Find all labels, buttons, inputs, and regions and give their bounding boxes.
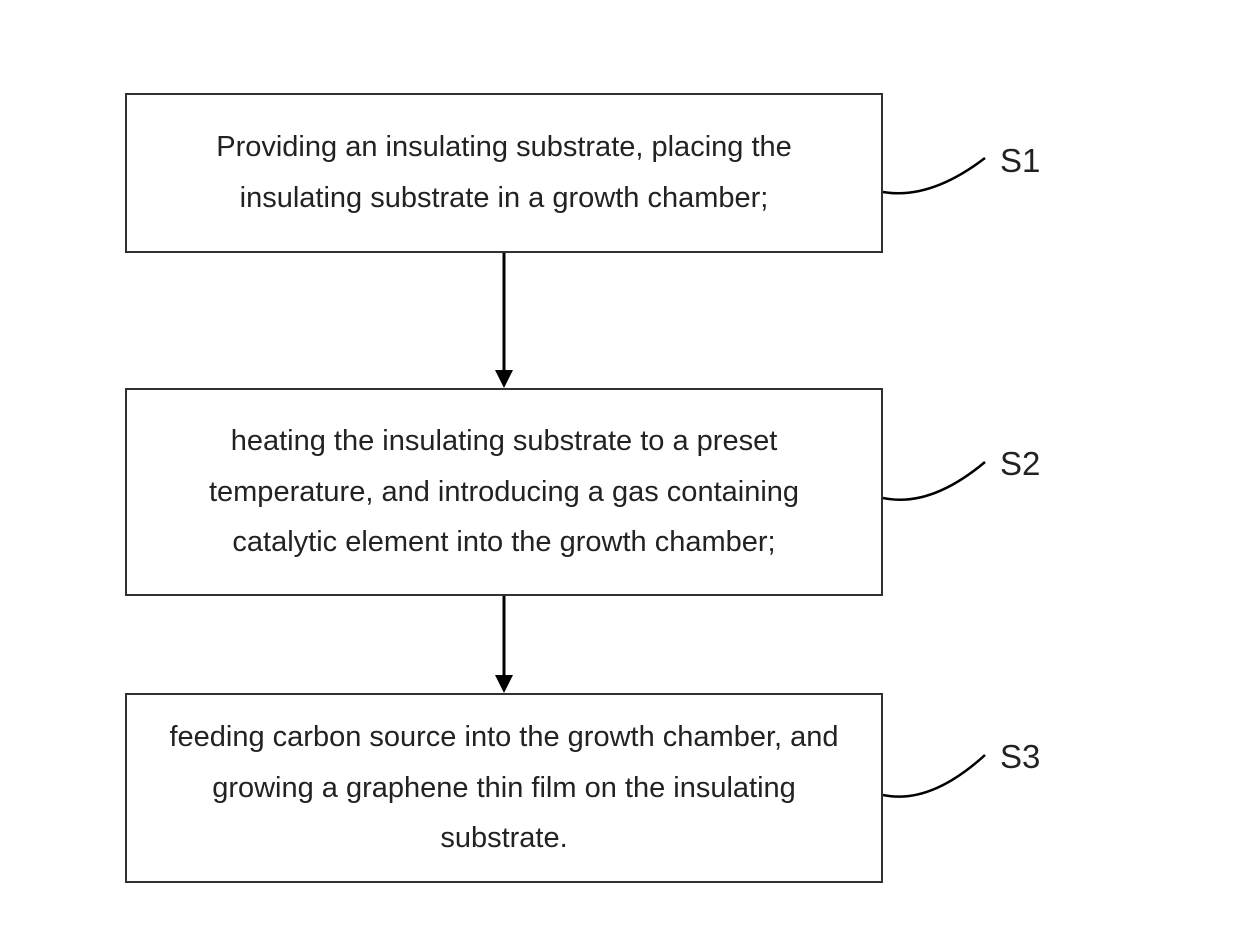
flowchart-canvas: Providing an insulating substrate, placi… xyxy=(0,0,1240,937)
flowchart-leaders xyxy=(0,0,1240,937)
